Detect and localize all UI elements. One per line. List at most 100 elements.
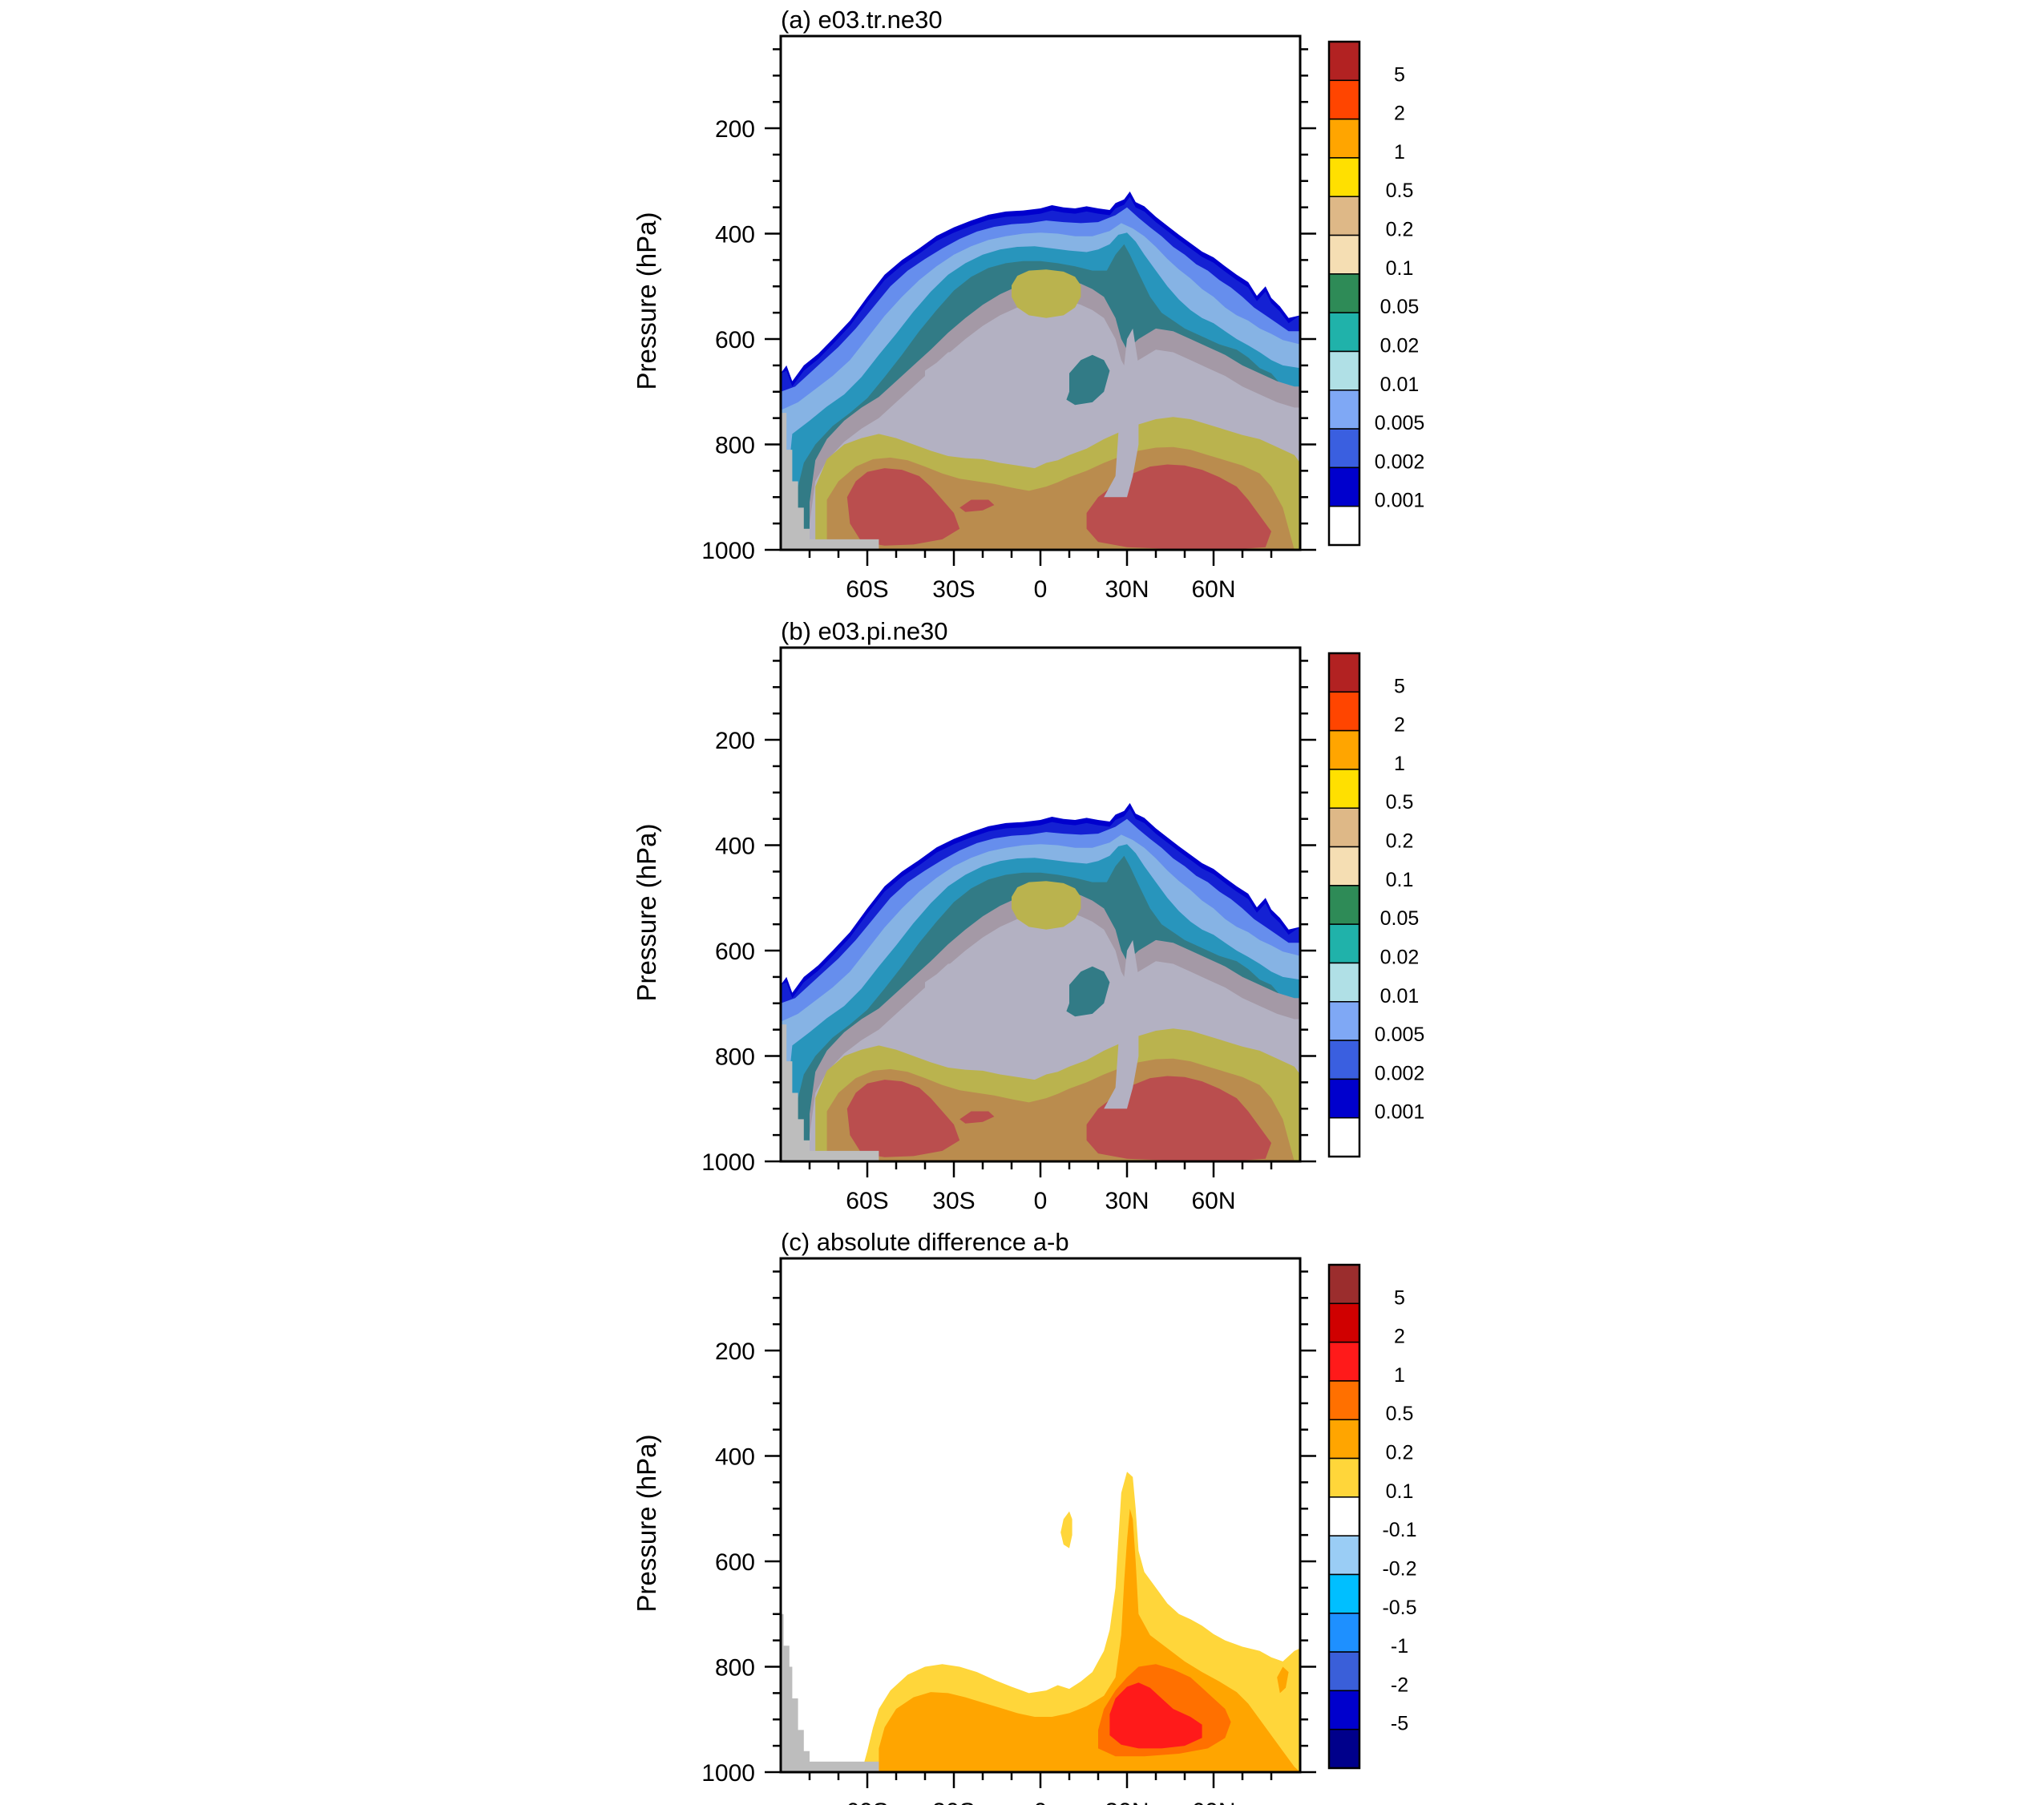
- colorbar-box: [1328, 1457, 1360, 1498]
- colorbar-label: 0.002: [1375, 1062, 1425, 1084]
- colorbar-box: [1328, 1728, 1360, 1769]
- colorbar-box: [1328, 923, 1360, 964]
- contour-fill-group: [781, 36, 1300, 550]
- colorbar-label: 0.002: [1375, 450, 1425, 473]
- colorbar-box: [1328, 1419, 1360, 1460]
- x-tick-label: 60N: [1191, 1799, 1235, 1805]
- colorbar-box: [1328, 1302, 1360, 1343]
- colorbar-box: [1328, 1341, 1360, 1382]
- panel-a: (a) e03.tr.ne30 Pressure (hPa) 200 400 600 80…: [632, 6, 1424, 603]
- colorbar-label: 0.5: [1386, 180, 1414, 202]
- colorbar-frame: [1327, 40, 1361, 547]
- panel-c: (c) absolute difference a-b Pressure (hPa…: [632, 1228, 1417, 1805]
- colorbar-box: [1328, 1690, 1360, 1730]
- colorbar-label: 0.005: [1375, 412, 1425, 434]
- colorbar-label: 0.5: [1386, 791, 1414, 814]
- contour-0.5-tropical: [1012, 269, 1081, 318]
- colorbar-label: 1: [1394, 141, 1405, 164]
- colorbar-box: [1328, 846, 1360, 886]
- colorbar-box: [1328, 428, 1360, 469]
- colorbar-label: 0.005: [1375, 1024, 1425, 1046]
- colorbar-box: [1328, 1001, 1360, 1041]
- colorbar-label: 0.2: [1386, 219, 1414, 241]
- colorbar-box: [1328, 234, 1360, 275]
- x-tick-label: 0: [1034, 1188, 1048, 1214]
- panel-title: (a) e03.tr.ne30: [781, 6, 943, 34]
- x-tick-label: 60S: [846, 576, 888, 603]
- y-tick-label: 200: [715, 728, 755, 754]
- panel-title: (b) e03.pi.ne30: [781, 617, 948, 645]
- contour-fill-group: [781, 1258, 1300, 1772]
- missing-data-mask: [781, 1024, 879, 1161]
- colorbar-label: -0.2: [1382, 1557, 1416, 1580]
- y-tick-label: 1000: [701, 1760, 755, 1787]
- colorbar-box: [1328, 196, 1360, 236]
- colorbar-box: [1328, 807, 1360, 848]
- colorbar-label: -0.5: [1382, 1597, 1416, 1619]
- colorbar-label: 5: [1394, 1286, 1405, 1309]
- colorbar-label: 0.5: [1386, 1403, 1414, 1425]
- x-tick-label: 60S: [846, 1799, 888, 1805]
- contour-0.002: [781, 808, 1300, 1161]
- x-tick-label: 30S: [932, 1188, 975, 1214]
- colorbar-label: 2: [1394, 1326, 1405, 1348]
- colorbar-box: [1328, 1117, 1360, 1157]
- y-axis-label: Pressure (hPa): [632, 824, 661, 1002]
- y-tick-label: 600: [715, 327, 755, 353]
- y-tick-label: 600: [715, 1549, 755, 1576]
- colorbar-box: [1328, 350, 1360, 391]
- y-tick-label: 400: [715, 222, 755, 248]
- colorbar-box: [1328, 505, 1360, 546]
- contour-2-north: [1086, 464, 1271, 549]
- colorbar-label: 5: [1394, 675, 1405, 697]
- colorbar-box: [1328, 885, 1360, 925]
- y-tick-label: 400: [715, 834, 755, 860]
- colorbar-box: [1328, 1264, 1360, 1305]
- y-tick-label: 200: [715, 116, 755, 143]
- colorbar-box: [1328, 312, 1360, 353]
- colorbar-box: [1328, 1535, 1360, 1576]
- colorbar-label: 0.05: [1380, 296, 1420, 318]
- contour-2-spot: [959, 1111, 995, 1124]
- colorbar-box: [1328, 691, 1360, 732]
- colorbar-label: 1: [1394, 1364, 1405, 1387]
- colorbar-box: [1328, 962, 1360, 1003]
- colorbar-label: -5: [1391, 1713, 1408, 1735]
- y-axis-label: Pressure (hPa): [632, 212, 661, 390]
- colorbar-label: -2: [1391, 1674, 1408, 1696]
- colorbar-box: [1328, 466, 1360, 507]
- colorbar-box: [1328, 1613, 1360, 1653]
- x-tick-label: 60N: [1191, 1188, 1235, 1214]
- colorbar-label: 2: [1394, 103, 1405, 125]
- missing-data-mask: [781, 1613, 879, 1772]
- contour-fill-group: [781, 648, 1300, 1161]
- contour-diff-0.1-spot: [1060, 1511, 1072, 1549]
- colorbar: 5 2 1 0.5 0.2 0.1 0.05 0.02 0.01 0.005 0.002 0.001: [1327, 652, 1425, 1158]
- colorbar-label: 2: [1394, 714, 1405, 737]
- colorbar-label: 0.05: [1380, 907, 1420, 930]
- x-tick-label: 60N: [1191, 576, 1235, 603]
- colorbar-label: 0.1: [1386, 257, 1414, 280]
- colorbar-box: [1328, 118, 1360, 159]
- colorbar-label: 0.001: [1375, 1101, 1425, 1124]
- contour-diff-1: [1109, 1682, 1202, 1749]
- colorbar-box: [1328, 1496, 1360, 1536]
- x-tick-label: 30N: [1105, 1188, 1149, 1214]
- colorbar-frame: [1327, 1263, 1361, 1770]
- colorbar-label: -1: [1391, 1635, 1408, 1658]
- y-tick-label: 600: [715, 939, 755, 965]
- contour-0.5-tropical: [1012, 881, 1081, 930]
- panel-title: (c) absolute difference a-b: [781, 1228, 1069, 1256]
- colorbar: 5 2 1 0.5 0.2 0.1 0.05 0.02 0.01 0.005 0.002 0.001: [1327, 40, 1425, 547]
- y-tick-label: 800: [715, 1044, 755, 1071]
- y-tick-label: 400: [715, 1444, 755, 1471]
- colorbar-label: 0.1: [1386, 1480, 1414, 1503]
- y-tick-label: 1000: [701, 538, 755, 564]
- contour-0.05-blob: [1066, 966, 1110, 1017]
- y-tick-label: 800: [715, 433, 755, 459]
- colorbar-box: [1328, 273, 1360, 313]
- colorbar-box: [1328, 41, 1360, 82]
- x-tick-label: 30S: [932, 576, 975, 603]
- x-tick-label: 30S: [932, 1799, 975, 1805]
